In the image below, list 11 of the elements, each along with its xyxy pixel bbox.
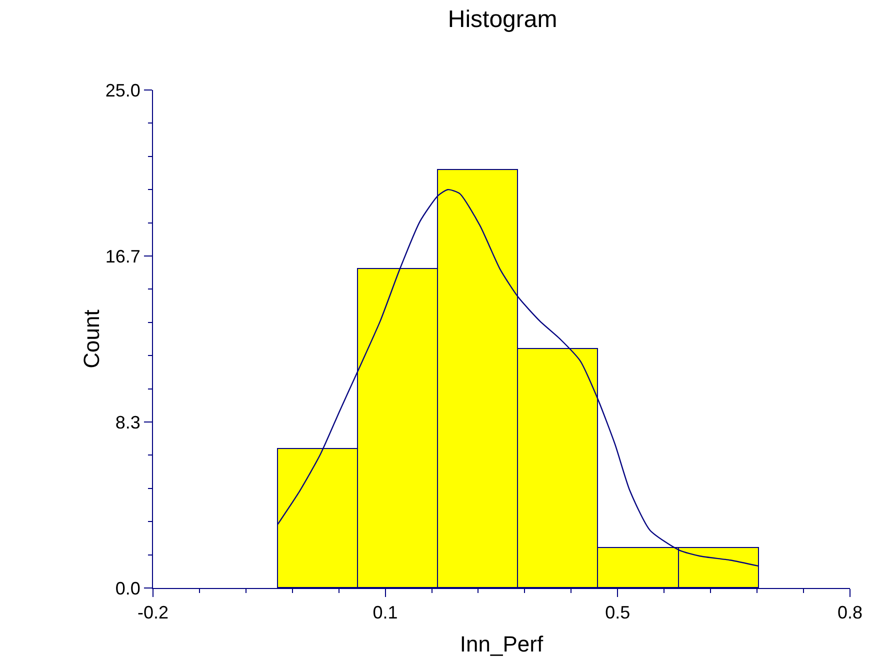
chart-title: Histogram	[448, 6, 558, 33]
y-axis-title: Count	[79, 310, 104, 368]
x-tick-label: 0.8	[837, 602, 863, 623]
x-axis-title: Inn_Perf	[460, 632, 544, 656]
x-tick-label: 0.5	[605, 602, 630, 623]
y-tick-label: 0.0	[115, 578, 140, 598]
x-tick-label: -0.2	[137, 602, 169, 623]
y-tick-label: 25.0	[105, 80, 140, 100]
y-tick-label: 16.7	[105, 246, 140, 266]
x-tick-label: 0.1	[372, 602, 398, 623]
y-tick-label: 8.3	[115, 412, 140, 432]
